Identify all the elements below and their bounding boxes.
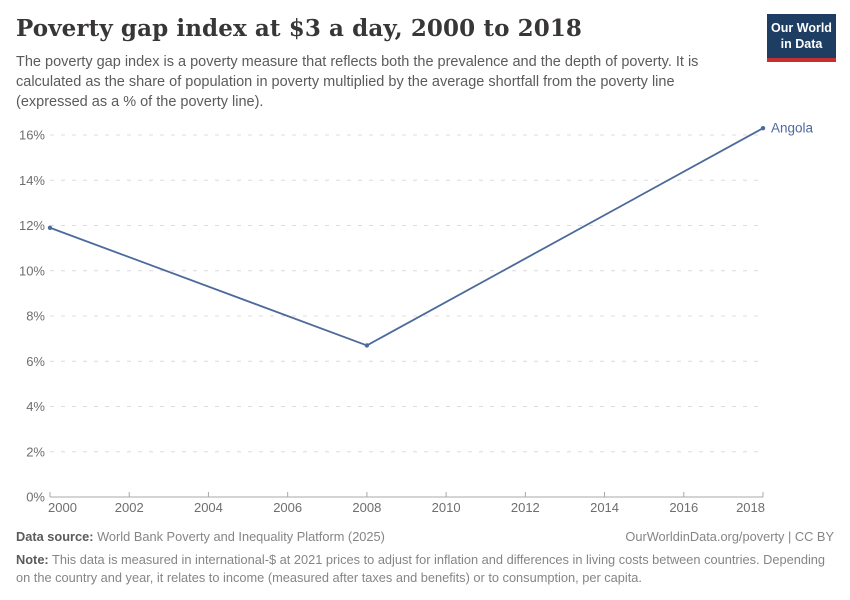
chart-footer: Data source: World Bank Poverty and Ineq… [16,528,834,588]
y-tick-label: 14% [19,173,45,188]
x-tick-label: 2016 [669,500,698,515]
data-source: Data source: World Bank Poverty and Ineq… [16,528,385,547]
footer-note-text: This data is measured in international-$… [16,551,826,586]
y-tick-label: 4% [26,399,45,414]
x-tick-label: 2006 [273,500,302,515]
data-source-text: World Bank Poverty and Inequality Platfo… [93,529,385,544]
owid-logo-line1: Our World [771,21,832,35]
chart-header: Poverty gap index at $3 a day, 2000 to 2… [16,15,750,112]
y-tick-label: 8% [26,309,45,324]
x-tick-label: 2000 [48,500,77,515]
y-tick-label: 12% [19,218,45,233]
owid-logo[interactable]: Our World in Data [767,14,836,63]
x-tick-label: 2004 [194,500,223,515]
line-chart: 0% 2% 4% 6% 8% 10% 12% 14% 16% 2000 2002 2004 2006 20… [19,121,814,515]
x-tick-label: 2014 [590,500,619,515]
y-tick-label: 6% [26,354,45,369]
y-tick-label: 2% [26,444,45,459]
data-point[interactable] [760,126,766,131]
entity-label[interactable]: Angola [771,121,814,136]
data-point[interactable] [364,343,370,348]
x-tick-label: 2012 [511,500,540,515]
owid-logo-text: Our World in Data [767,14,836,59]
chart-title: Poverty gap index at $3 a day, 2000 to 2… [16,15,583,42]
data-line[interactable] [49,127,764,347]
data-point[interactable] [47,225,53,230]
x-tick-label: 2010 [432,500,461,515]
y-tick-label: 16% [19,128,45,143]
y-tick-label: 0% [26,490,45,505]
x-tick-label: 2002 [115,500,144,515]
owid-url-link[interactable]: OurWorldinData.org/poverty | CC BY [625,529,834,544]
data-source-label: Data source: [16,529,94,544]
owid-logo-line2: in Data [780,36,823,51]
footer-note-label: Note: [16,551,49,567]
owid-logo-accent-bar [767,58,836,63]
x-tick-label: 2008 [352,500,381,515]
footer-note: Note: This data is measured in internati… [16,551,834,588]
chart-subtitle: The poverty gap index is a poverty measu… [16,54,699,110]
chart-area: 0% 2% 4% 6% 8% 10% 12% 14% 16% 2000 2002 2004 2006 20… [0,118,850,518]
y-tick-label: 10% [19,263,45,278]
footer-source-row: Data source: World Bank Poverty and Ineq… [16,528,834,547]
x-tick-label: 2018 [736,500,765,515]
